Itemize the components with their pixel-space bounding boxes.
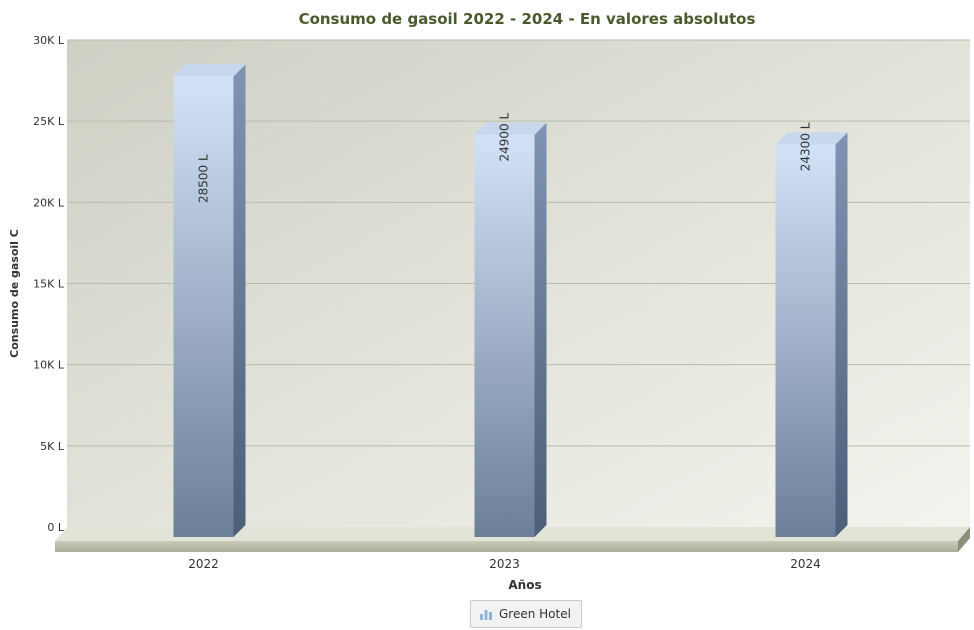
bar	[475, 135, 535, 537]
data-label: 24900 L	[498, 112, 512, 161]
data-label: 28500 L	[197, 154, 211, 203]
legend-item-label: Green Hotel	[499, 607, 571, 621]
y-tick-label: 25K L	[33, 115, 65, 128]
x-tick-label: 2023	[489, 557, 520, 571]
bar-top	[174, 64, 246, 76]
x-axis-title: Años	[508, 578, 541, 592]
bar-side	[535, 123, 547, 537]
y-tick-label: 5K L	[40, 440, 65, 453]
y-tick-label: 20K L	[33, 196, 65, 209]
y-tick-label: 15K L	[33, 278, 65, 291]
bar-side	[234, 64, 246, 537]
x-tick-label: 2024	[790, 557, 821, 571]
floor-front	[55, 541, 958, 552]
bar	[776, 145, 836, 537]
y-tick-label: 30K L	[33, 34, 65, 47]
y-axis-title: Consumo de gasoil C	[8, 229, 21, 358]
bar-side	[836, 133, 848, 537]
x-tick-label: 2022	[188, 557, 219, 571]
y-tick-label: 0 L	[47, 521, 64, 534]
legend[interactable]: Green Hotel	[470, 600, 582, 628]
bar	[174, 76, 234, 537]
data-label: 24300 L	[799, 122, 813, 171]
chart-title: Consumo de gasoil 2022 - 2024 - En valor…	[299, 10, 756, 28]
bar-chart-icon	[479, 607, 493, 621]
y-tick-label: 10K L	[33, 359, 65, 372]
